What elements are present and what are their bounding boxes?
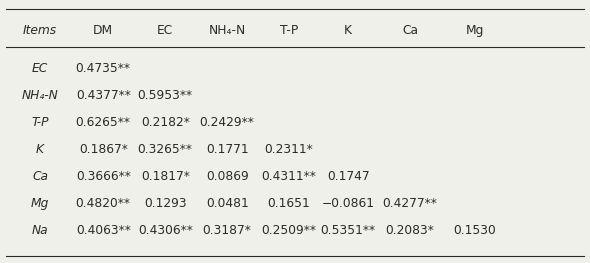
Text: 0.4820**: 0.4820** <box>76 197 131 210</box>
Text: 0.1817*: 0.1817* <box>141 170 189 183</box>
Text: Mg: Mg <box>31 197 50 210</box>
Text: 0.1530: 0.1530 <box>454 224 496 237</box>
Text: 0.0481: 0.0481 <box>206 197 248 210</box>
Text: T-P: T-P <box>31 116 49 129</box>
Text: 0.2182*: 0.2182* <box>141 116 189 129</box>
Text: 0.5351**: 0.5351** <box>320 224 376 237</box>
Text: 0.1747: 0.1747 <box>327 170 369 183</box>
Text: K: K <box>344 24 352 37</box>
Text: EC: EC <box>157 24 173 37</box>
Text: 0.0869: 0.0869 <box>206 170 248 183</box>
Text: Mg: Mg <box>466 24 484 37</box>
Text: 0.2509**: 0.2509** <box>261 224 317 237</box>
Text: 0.3265**: 0.3265** <box>137 143 193 156</box>
Text: 0.4377**: 0.4377** <box>76 89 131 102</box>
Text: DM: DM <box>93 24 113 37</box>
Text: 0.4311**: 0.4311** <box>261 170 317 183</box>
Text: T-P: T-P <box>280 24 298 37</box>
Text: 0.2311*: 0.2311* <box>265 143 313 156</box>
Text: 0.1293: 0.1293 <box>144 197 186 210</box>
Text: Items: Items <box>23 24 57 37</box>
Text: 0.1867*: 0.1867* <box>79 143 127 156</box>
Text: −0.0861: −0.0861 <box>322 197 375 210</box>
Text: 0.4306**: 0.4306** <box>137 224 193 237</box>
Text: NH₄-N: NH₄-N <box>208 24 246 37</box>
Text: 0.4735**: 0.4735** <box>76 62 131 75</box>
Text: 0.2083*: 0.2083* <box>386 224 434 237</box>
Text: K: K <box>36 143 44 156</box>
Text: Ca: Ca <box>402 24 418 37</box>
Text: 0.2429**: 0.2429** <box>199 116 255 129</box>
Text: Na: Na <box>32 224 48 237</box>
Text: 0.4277**: 0.4277** <box>382 197 438 210</box>
Text: 0.3666**: 0.3666** <box>76 170 131 183</box>
Text: 0.1771: 0.1771 <box>206 143 248 156</box>
Text: 0.5953**: 0.5953** <box>137 89 193 102</box>
Text: 0.4063**: 0.4063** <box>76 224 131 237</box>
Text: 0.6265**: 0.6265** <box>76 116 131 129</box>
Text: 0.1651: 0.1651 <box>268 197 310 210</box>
Text: EC: EC <box>32 62 48 75</box>
Text: Ca: Ca <box>32 170 48 183</box>
Text: NH₄-N: NH₄-N <box>22 89 58 102</box>
Text: 0.3187*: 0.3187* <box>203 224 251 237</box>
